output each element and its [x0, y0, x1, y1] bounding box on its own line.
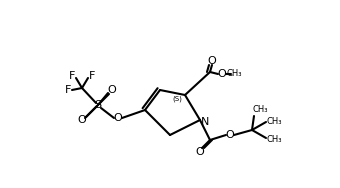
Text: CH₃: CH₃	[252, 105, 268, 114]
Text: F: F	[65, 85, 71, 95]
Text: O: O	[108, 85, 116, 95]
Text: O: O	[78, 115, 86, 125]
Text: F: F	[69, 71, 75, 81]
Text: N: N	[201, 117, 209, 127]
Text: (S): (S)	[172, 96, 182, 102]
Text: O: O	[114, 113, 122, 123]
Text: CH₃: CH₃	[266, 134, 282, 143]
Text: O: O	[226, 130, 234, 140]
Text: O: O	[218, 69, 226, 79]
Text: CH₃: CH₃	[266, 117, 282, 126]
Text: O: O	[195, 147, 204, 157]
Text: O: O	[208, 56, 216, 66]
Text: CH₃: CH₃	[226, 70, 242, 79]
Text: S: S	[95, 100, 102, 110]
Text: F: F	[89, 71, 95, 81]
